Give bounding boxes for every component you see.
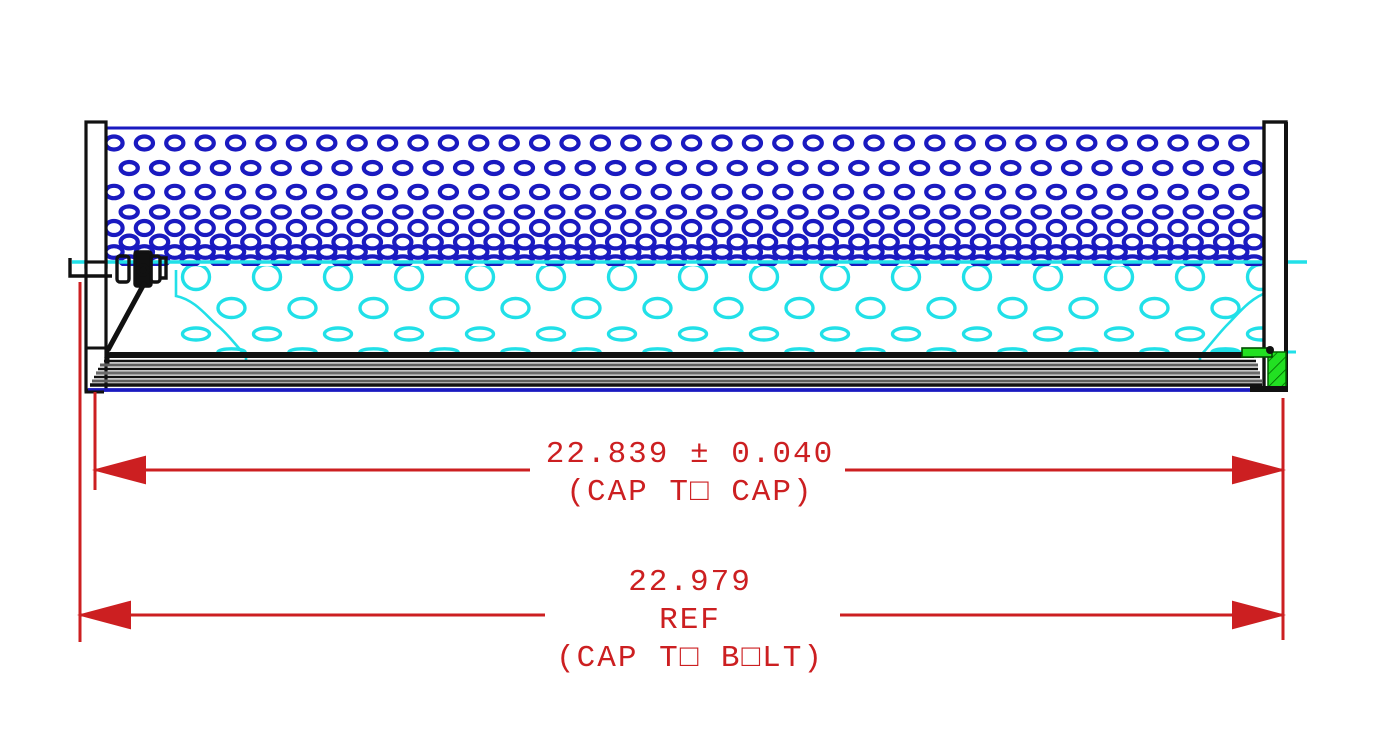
gasket-seal — [1241, 346, 1288, 392]
bolt-fitting-assembly — [68, 250, 168, 364]
outer-perforated-screen — [104, 134, 1264, 266]
cap-to-cap-note: (CAP T□ CAP) — [566, 475, 813, 510]
cap-to-bolt-ref: REF — [659, 603, 721, 638]
cap-to-cap-value: 22.839 ± 0.040 — [546, 437, 834, 472]
dimension-cap-to-bolt: 22.979 REF (CAP T□ B□LT) — [77, 565, 1286, 676]
right-end-cap — [1262, 120, 1288, 392]
cap-to-bolt-value: 22.979 — [628, 565, 752, 600]
cap-to-bolt-note: (CAP T□ B□LT) — [556, 641, 824, 676]
core-break-curves — [174, 270, 1270, 360]
dimension-cap-to-cap: 22.839 ± 0.040 (CAP T□ CAP) — [92, 437, 1286, 510]
pleated-media-stack — [84, 352, 1264, 394]
left-end-cap — [84, 120, 108, 392]
